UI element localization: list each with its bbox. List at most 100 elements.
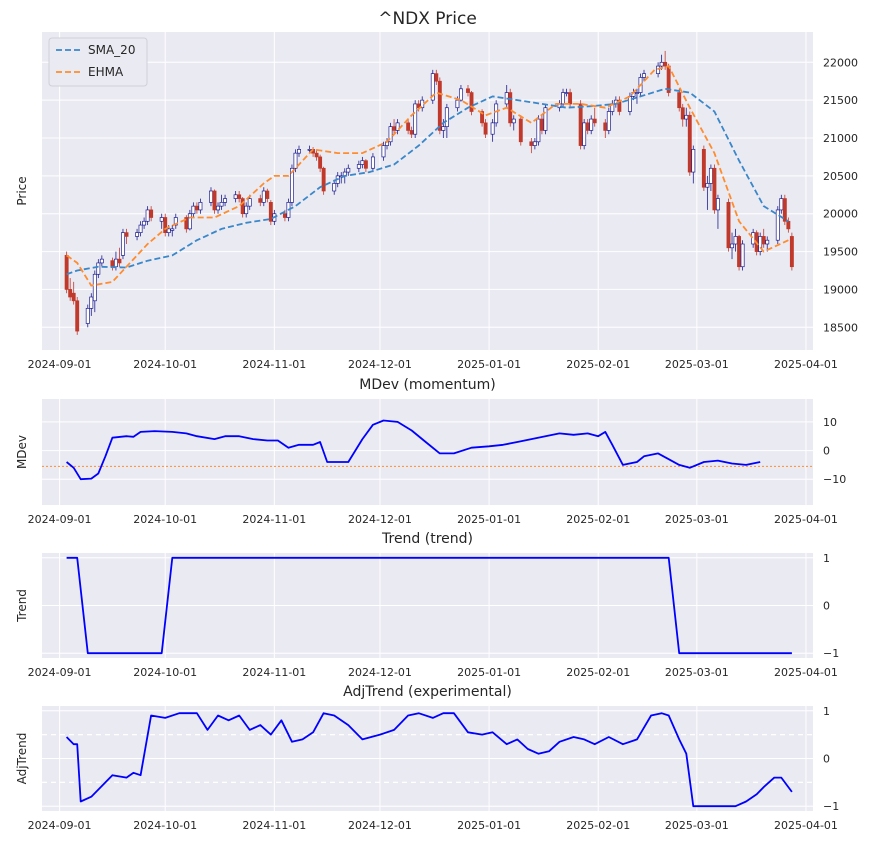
candle-down: [163, 217, 168, 233]
mdev-gridlines: [42, 399, 813, 505]
candle-up: [458, 88, 463, 101]
candle-up: [395, 122, 400, 131]
candle-down: [318, 156, 323, 169]
candle-down: [68, 289, 73, 298]
series-line: [66, 556, 792, 655]
price-y-axis-label: Price: [15, 176, 29, 205]
candle-down: [786, 220, 791, 230]
x-tick-label: 2024-12-01: [348, 666, 412, 679]
candle-up: [187, 213, 192, 230]
x-tick-label: 2024-10-01: [133, 513, 197, 526]
candle-up: [92, 273, 97, 302]
x-tick-label: 2024-09-01: [28, 358, 92, 371]
candle-up: [715, 198, 720, 211]
y-tick-label: 0: [823, 600, 830, 613]
candle-up: [244, 205, 249, 215]
candle-up: [740, 243, 745, 268]
candle-up: [733, 236, 738, 245]
y-tick-label: 18500: [823, 321, 858, 334]
candle-down: [508, 92, 513, 124]
candle-down: [687, 114, 692, 173]
x-tick-label: 2024-11-01: [242, 513, 306, 526]
candle-up: [765, 239, 770, 245]
legend-ehma-label: EHMA: [88, 65, 124, 79]
candle-up: [219, 202, 224, 207]
price-panel-background: [42, 32, 813, 350]
candle-up: [121, 232, 125, 256]
candle-down: [761, 236, 766, 245]
candle-up: [705, 183, 710, 188]
candle-down: [483, 122, 488, 135]
x-tick-label: 2025-03-01: [665, 666, 729, 679]
sma-20-line: [66, 87, 789, 276]
candle-down: [268, 202, 273, 222]
trend-chart-title: Trend (trend): [381, 531, 473, 547]
y-tick-label: 0: [823, 753, 830, 766]
x-tick-label: 2024-11-01: [242, 666, 306, 679]
x-tick-label: 2025-01-01: [457, 513, 521, 526]
candle-down: [617, 99, 622, 112]
candle-down: [592, 118, 597, 124]
candle-up: [691, 149, 696, 173]
y-tick-label: 10: [823, 416, 837, 429]
candle-up: [589, 118, 594, 131]
candle-down: [258, 198, 263, 203]
candle-up: [170, 228, 175, 231]
y-tick-label: −10: [823, 473, 846, 486]
x-tick-label: 2025-03-01: [665, 358, 729, 371]
adjtrend-y-axis-label: AdjTrend: [15, 733, 29, 785]
y-tick-label: 21500: [823, 94, 858, 107]
candle-up: [642, 73, 646, 78]
candle-down: [466, 88, 470, 93]
candle-up: [198, 202, 203, 211]
y-tick-label: 19500: [823, 246, 858, 259]
candle-up: [730, 243, 734, 249]
candle-up: [96, 262, 101, 275]
candle-up: [290, 167, 294, 203]
candle-down: [64, 255, 69, 290]
candle-up: [543, 107, 548, 131]
x-tick-label: 2025-02-01: [566, 819, 630, 832]
trend-y-axis-label: Trend: [15, 589, 29, 623]
candle-up: [191, 205, 196, 215]
trend-panel: −101 2024-09-01 2024-10-01 2024-11-01 2024-…: [15, 531, 839, 679]
trend-y-ticks: −1 0 1: [823, 552, 839, 660]
candle-down: [321, 167, 326, 192]
x-tick-label: 2024-10-01: [133, 358, 197, 371]
candle-down: [149, 209, 154, 218]
adjtrend-chart-title: AdjTrend (experimental): [343, 684, 512, 700]
trend-series: [66, 556, 792, 655]
candle-up: [370, 156, 375, 169]
x-tick-label: 2024-10-01: [133, 666, 197, 679]
candle-down: [409, 130, 414, 135]
candle-up: [659, 61, 664, 67]
price-gridlines: [42, 32, 813, 350]
candle-down: [518, 118, 523, 143]
x-tick-label: 2025-04-01: [774, 358, 838, 371]
candle-up: [494, 103, 499, 124]
x-tick-label: 2024-12-01: [348, 513, 412, 526]
y-tick-label: 0: [823, 445, 830, 458]
candle-down: [124, 232, 129, 237]
candle-down: [585, 122, 590, 131]
mdev-series: [66, 419, 761, 481]
candle-up: [511, 118, 516, 124]
candle-up: [381, 145, 386, 158]
candle-up: [135, 232, 140, 237]
mdev-x-ticks: 2024-09-01 2024-10-01 2024-11-01 2024-12-01…: [28, 513, 838, 526]
legend-box: [48, 37, 148, 87]
x-tick-label: 2025-03-01: [665, 513, 729, 526]
candle-up: [261, 190, 266, 203]
candle-up: [444, 107, 449, 127]
candle-down: [677, 92, 682, 109]
mdev-y-ticks: −10 0 10: [823, 416, 846, 486]
candle-up: [166, 228, 171, 233]
price-panel: 18500 19000 19500 20000 20500 21000 21500 22000…: [15, 9, 858, 371]
adjtrend-gridlines: [42, 706, 813, 811]
y-tick-label: −1: [823, 647, 839, 660]
candle-up: [775, 209, 780, 241]
x-tick-label: 2025-04-01: [774, 819, 838, 832]
candle-down: [789, 236, 794, 268]
candle-down: [480, 111, 485, 124]
